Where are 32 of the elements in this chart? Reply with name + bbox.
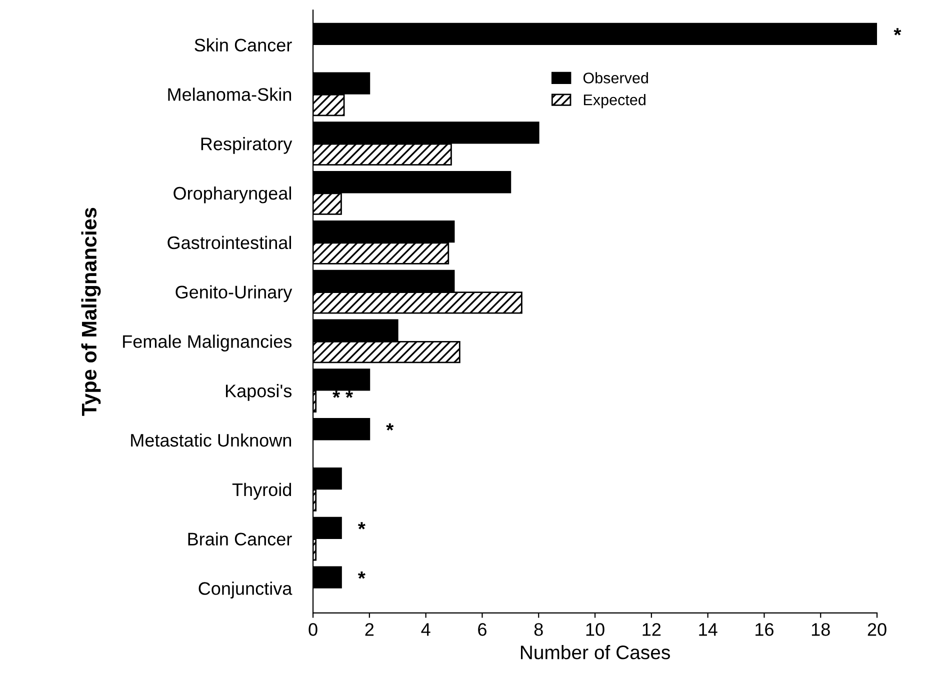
y-axis-title: Type of Malignancies [81,208,101,416]
x-tick-label: 16 [756,623,774,636]
annotation: * * [332,390,354,398]
y-tick-label: Kaposi's [226,384,292,401]
x-tick-label: 12 [642,623,661,636]
x-tick-label: 8 [534,623,543,636]
x-tick-label: 6 [478,623,486,636]
annotation: * [386,423,394,431]
annotation: * [358,572,366,579]
x-tick-label: 10 [586,623,604,636]
y-tick-label: Metastatic Unknown [131,433,292,447]
y-tick-label: Thyroid [232,482,292,500]
x-tick-label: 14 [699,623,718,636]
annotation: * [358,522,366,530]
y-tick-label: Skin Cancer [194,38,292,52]
x-tick-label: 18 [812,623,830,636]
y-tick-label: Female Malignancies [123,334,292,352]
y-tick-label: Genito-Urinary [176,285,292,302]
y-tick-label: Conjunctiva [198,582,292,598]
x-tick-label: 20 [868,623,886,636]
y-tick-label: Gastrointestinal [168,236,291,250]
y-tick-label: Brain Cancer [188,532,292,546]
y-tick-label: Oropharyngeal [174,186,291,204]
legend-label: Expected [584,94,646,108]
x-tick-label: 4 [421,623,430,636]
x-tick-label: 2 [365,623,374,636]
x-tick-label: 0 [308,623,318,636]
legend-label: Observed [583,72,648,84]
annotation: * [894,28,902,36]
y-tick-label: Respiratory [201,137,292,154]
y-tick-label: Melanoma-Skin [168,88,292,101]
x-axis-title: Number of Cases [520,645,670,660]
